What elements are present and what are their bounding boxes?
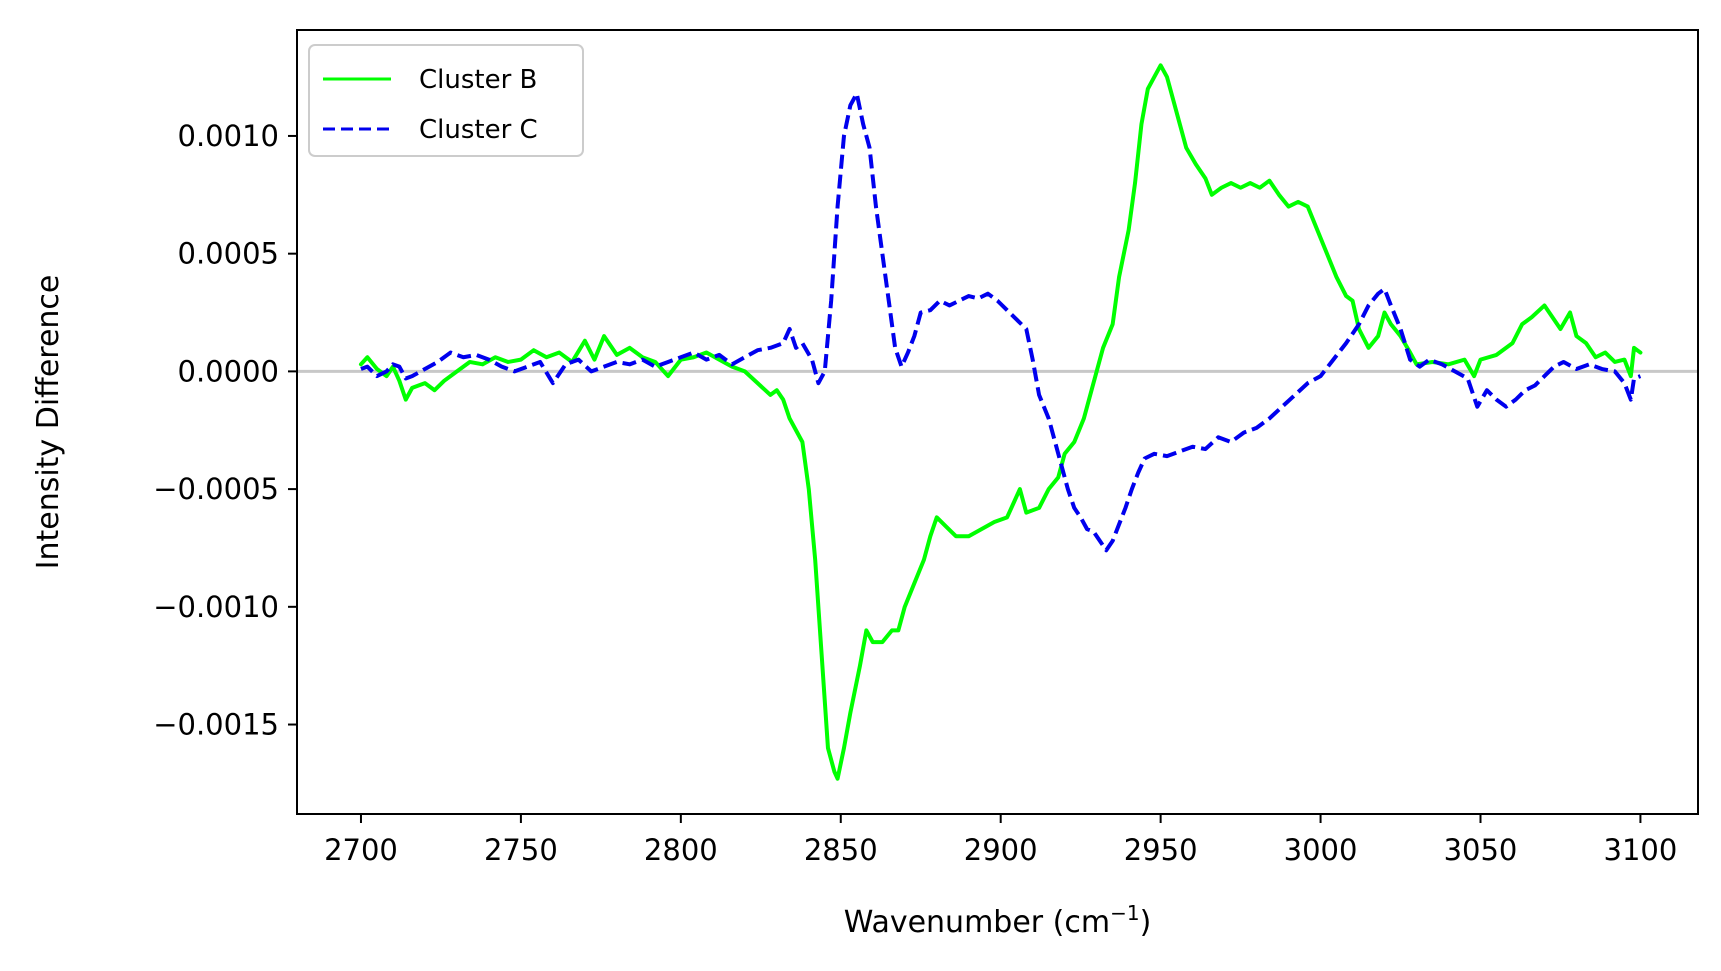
y-axis-label: Intensity Difference (31, 275, 66, 570)
x-axis-label-superscript: −1 (1110, 901, 1139, 925)
legend-label: Cluster B (419, 65, 537, 95)
series-line-cluster-c (360, 91, 1642, 553)
y-axis: 0.0010 0.0005 0.0000 −0.0005 −0.0010 −0.0015 (153, 119, 297, 742)
x-tick-label: 3050 (1444, 833, 1518, 867)
x-tick-label: 3000 (1284, 833, 1358, 867)
x-axis: 2700 2750 2800 2850 2900 2950 3000 3050 3100 (324, 814, 1677, 867)
x-tick-label: 2950 (1124, 833, 1198, 867)
legend: Cluster B Cluster C (308, 44, 584, 157)
x-axis-label: Wavenumber (cm−1) (844, 901, 1152, 940)
y-tick-label: −0.0015 (153, 708, 279, 742)
plot-area (297, 30, 1698, 814)
x-tick-label: 2700 (324, 833, 398, 867)
series-line-cluster-b (358, 63, 1643, 781)
y-tick-label: −0.0005 (153, 472, 279, 506)
y-tick-label: −0.0010 (153, 590, 279, 624)
y-tick-label: 0.0010 (178, 119, 279, 153)
x-tick-label: 3100 (1604, 833, 1678, 867)
x-tick-label: 2750 (484, 833, 558, 867)
x-tick-label: 2800 (644, 833, 718, 867)
y-tick-label: 0.0005 (178, 237, 279, 271)
legend-label: Cluster C (419, 115, 538, 145)
x-tick-label: 2900 (964, 833, 1038, 867)
x-tick-label: 2850 (804, 833, 878, 867)
y-tick-label: 0.0000 (178, 354, 279, 388)
series-layer (358, 63, 1643, 781)
plot-frame (296, 29, 1699, 815)
